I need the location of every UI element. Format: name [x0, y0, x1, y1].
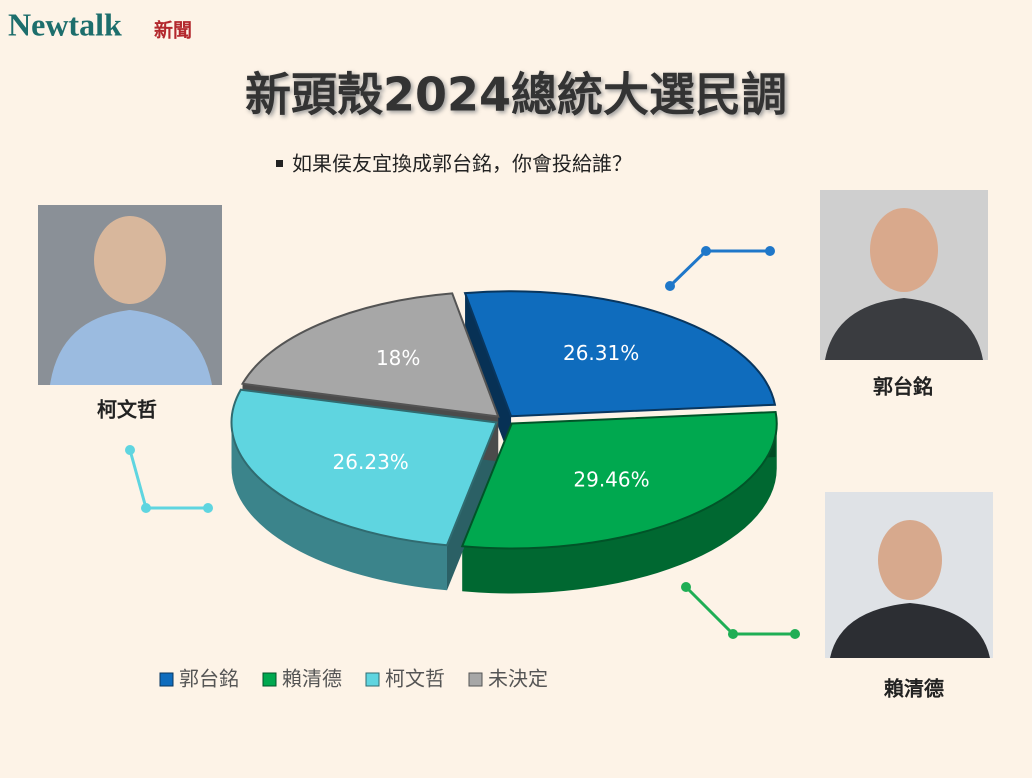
pie-slice — [240, 292, 500, 418]
photo-caption: 郭台銘 — [873, 375, 933, 399]
photo — [820, 190, 988, 360]
chart-title: 新頭殼2024總統大選民調 — [245, 68, 787, 122]
pie-edge — [465, 293, 512, 462]
bullet — [276, 160, 283, 167]
legend-swatch — [365, 672, 380, 687]
logo: Newtalk — [8, 6, 122, 42]
data-label: 26.31% — [563, 341, 639, 365]
subtitle: 如果侯友宜換成郭台銘，你會投給誰？ — [292, 152, 632, 176]
photo — [825, 492, 993, 658]
legend-swatch — [159, 672, 174, 687]
legend-label: 郭台銘 — [179, 667, 239, 691]
pie-side — [231, 422, 447, 591]
data-label: 18% — [376, 346, 420, 370]
pie-slice — [463, 290, 777, 418]
connector-dots — [125, 246, 800, 639]
photo-caption: 柯文哲 — [97, 398, 157, 422]
pie-slice — [460, 410, 778, 550]
pie-edge — [446, 422, 497, 591]
legend-label: 柯文哲 — [385, 667, 445, 691]
legend-swatch — [262, 672, 277, 687]
legend: 郭台銘 賴清德 柯文哲 未決定 — [159, 667, 548, 691]
photo — [38, 205, 222, 385]
pie: 26.31% 29.46% 26.23% 18% — [230, 290, 778, 594]
data-label: 29.46% — [573, 467, 649, 491]
legend-label: 未決定 — [488, 667, 548, 691]
pie-slice — [230, 388, 498, 547]
legend-label: 賴清德 — [282, 667, 342, 691]
pie-side — [462, 423, 777, 594]
data-label: 26.23% — [333, 450, 409, 474]
legend-swatch — [468, 672, 483, 687]
photo-caption: 賴清德 — [884, 677, 944, 701]
logo-suffix: 新聞 — [154, 19, 192, 42]
